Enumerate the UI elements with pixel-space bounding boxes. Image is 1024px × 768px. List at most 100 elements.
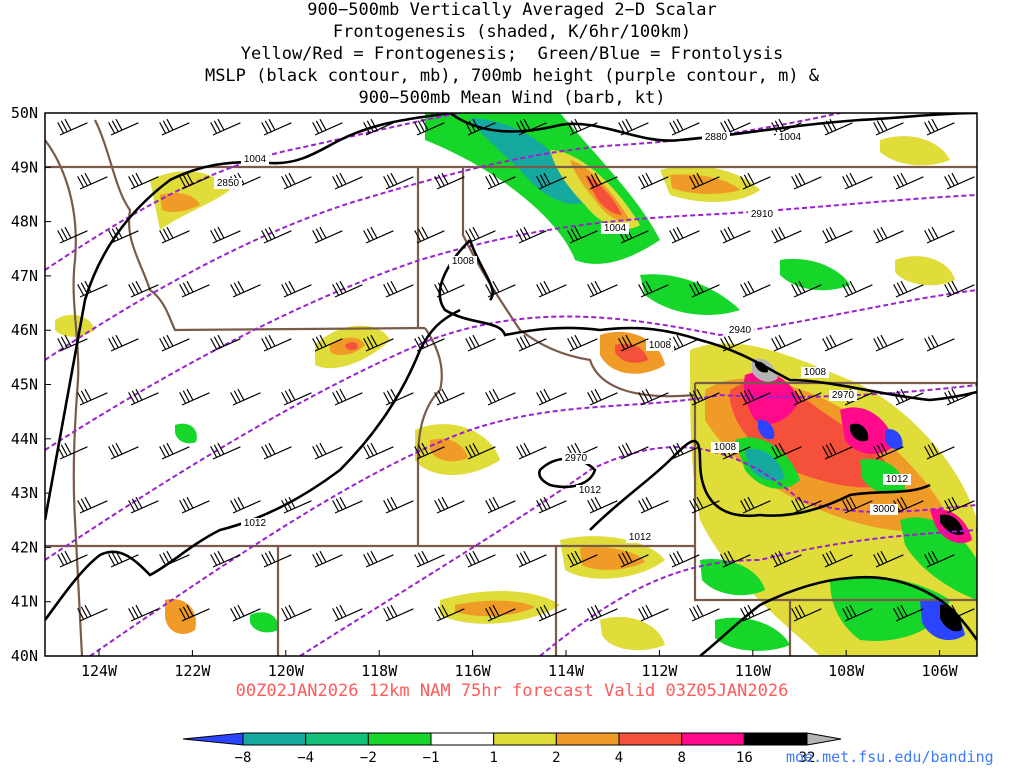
lon-label: 110W [735,662,772,680]
credit-link[interactable]: moe.met.fsu.edu/banding [786,748,994,766]
contour-label-bg [801,367,829,378]
wind-barb [332,496,363,514]
height-label: 2940 [729,325,752,336]
wind-barb [159,118,190,136]
wind-barb [414,334,445,352]
contour-label-bg [576,485,604,496]
shade-patch [345,342,358,351]
wind-barb [689,388,720,406]
wind-barb [791,496,822,514]
wind-barb [77,280,108,298]
wind-barb [740,172,771,190]
colorbar-tick-label: −1 [423,750,440,766]
wind-barb [822,442,853,460]
wind-barb [791,604,822,622]
contour-label-bg [726,325,754,336]
wind-barb [281,604,312,622]
wind-barb [332,172,363,190]
mslp-label: 1008 [804,367,827,378]
wind-barb [618,550,649,568]
wind-barb [465,334,496,352]
wind-barb [414,550,445,568]
lon-axis: 124W 122W 120W 118W 116W 114W 112W 110W 108W 106W [81,650,959,680]
shade-patch [700,559,765,596]
contour-label-bg [241,518,269,529]
mslp-contour [468,239,494,301]
wind-barb [587,280,618,298]
colorbar-tick-label: 2 [552,750,560,766]
contour-labels: 1004 1004 1004 1008 1008 1008 1008 1012 1012 1012… [214,132,911,543]
wind-barb [179,172,210,190]
wind-barb [383,388,414,406]
height-contour [45,113,461,271]
wind-barb [128,172,159,190]
title-line-2: Frontogenesis (shaded, K/6hr/100km) [332,22,692,42]
wind-barb [332,388,363,406]
wind-barb [791,280,822,298]
wind-barb [179,280,210,298]
wind-barb [465,118,496,136]
wind-barb [312,334,343,352]
wind-barb [128,496,159,514]
wind-barb [944,604,975,622]
wind-barb [230,388,261,406]
height-label: 2970 [565,453,588,464]
contour-label-bg [449,256,477,267]
wind-barb [57,550,88,568]
wind-barb [485,388,516,406]
mslp-label: 1004 [779,132,802,143]
wind-barb [210,118,241,136]
wind-barb [669,226,700,244]
height-label: 2850 [217,178,240,189]
lat-label: 40N [11,647,38,665]
lat-label: 47N [11,267,38,285]
wind-barb [414,118,445,136]
wind-barb [485,496,516,514]
wind-barb [332,280,363,298]
colorbar-segment [743,732,808,746]
wind-barb [57,442,88,460]
wind-barb [536,388,567,406]
wind-barb [873,334,904,352]
wind-barb [618,118,649,136]
wind-barb [536,172,567,190]
contour-label-bg [214,178,242,189]
shade-patch [250,612,279,633]
wind-barb [159,550,190,568]
oregon-idaho-border [416,327,443,546]
contour-label-bg [776,132,804,143]
wind-barb [842,604,873,622]
lon-label: 118W [361,662,398,680]
wind-barb [740,280,771,298]
wind-barb [638,496,669,514]
colorbar-tick-label: −2 [360,750,377,766]
wind-barb [740,496,771,514]
wind-barb [383,172,414,190]
mslp-label: 1012 [629,532,652,543]
wind-barb [822,550,853,568]
lon-label: 106W [922,662,959,680]
wind-barb [689,496,720,514]
wind-barb [281,496,312,514]
lat-axis: 50N 49N 48N 47N 46N 45N 44N 43N 42N 41N 40N [11,104,51,665]
wind-barb [842,172,873,190]
wind-barb [516,118,547,136]
lat-label: 44N [11,430,38,448]
lat-label: 43N [11,484,38,502]
wind-barb [414,442,445,460]
shade-patch [615,343,648,363]
contour-label-bg [702,132,730,143]
shade-patch [940,514,964,536]
wind-barb [281,172,312,190]
mslp-label: 1012 [244,518,267,529]
shade-patch [160,193,200,213]
wind-barb [363,334,394,352]
wind-barb [108,118,139,136]
wind-barb [179,604,210,622]
wind-barb [434,604,465,622]
wind-barbs [57,118,975,622]
mslp-contour [45,113,451,521]
wind-barb [516,226,547,244]
wind-barb [638,388,669,406]
shade-patch [745,449,785,481]
